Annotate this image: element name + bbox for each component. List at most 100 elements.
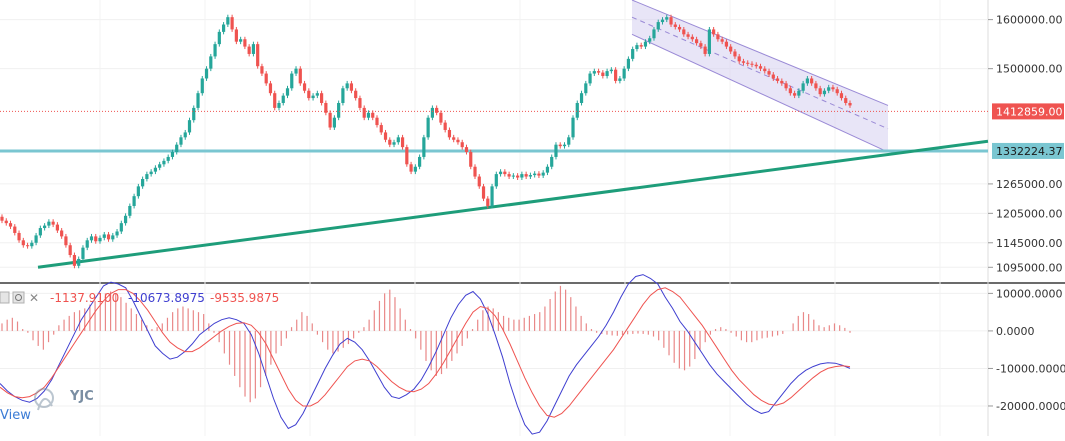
candle-body	[123, 215, 128, 224]
candle-body	[477, 176, 481, 187]
candle-body	[294, 68, 298, 74]
macd-legend: ✕ -1137.9100 -10673.8975 -9535.9875	[0, 291, 279, 305]
candle-body	[460, 142, 464, 148]
candle-body	[733, 51, 737, 57]
grid-lines	[0, 0, 988, 436]
candle-body	[179, 137, 183, 145]
candle-body	[405, 147, 409, 165]
candle-body	[720, 39, 724, 42]
candle-body	[281, 95, 285, 103]
candle-body	[77, 258, 81, 266]
macd-tick-label: -20000.0000	[996, 400, 1065, 413]
candle-body	[166, 156, 170, 161]
candle-body	[579, 93, 584, 103]
candle-body	[349, 83, 354, 91]
ascending-trendline	[37, 139, 989, 269]
candle-body	[810, 78, 814, 84]
candle-body	[409, 164, 413, 172]
candle-body	[43, 225, 47, 229]
candle-body	[750, 63, 754, 65]
candle-body	[648, 38, 652, 42]
candle-body	[341, 88, 345, 103]
candle-body	[827, 87, 831, 91]
candle-body	[430, 107, 434, 118]
candle-body	[302, 83, 307, 91]
candle-body	[503, 171, 507, 175]
candle-body	[562, 144, 567, 147]
legend-settings-icon[interactable]	[12, 291, 25, 304]
candle-body	[149, 171, 153, 175]
candle-body	[192, 107, 196, 121]
candles	[0, 14, 852, 269]
macd-tick-label: 0.0000	[996, 325, 1035, 338]
candle-body	[413, 166, 417, 172]
candle-body	[533, 173, 537, 176]
candle-body	[328, 112, 332, 128]
candle-body	[115, 231, 119, 236]
candle-body	[639, 45, 643, 47]
candle-body	[682, 29, 686, 35]
candle-body	[435, 107, 439, 113]
price-pane[interactable]	[0, 0, 988, 282]
macd-pane[interactable]	[0, 284, 988, 436]
candle-body	[68, 245, 72, 256]
candle-body	[716, 34, 720, 40]
candle-body	[724, 41, 729, 47]
candle-body	[784, 83, 788, 89]
macd-tick-label: 10000.0000	[996, 287, 1062, 300]
price-tick-label: 1265000.00	[996, 178, 1062, 191]
candle-body	[371, 112, 375, 118]
candle-body	[818, 88, 822, 95]
candle-body	[8, 223, 13, 227]
candle-body	[141, 179, 145, 187]
candle-body	[848, 102, 852, 106]
candle-body	[13, 226, 17, 233]
candle-body	[183, 132, 187, 138]
candle-body	[81, 247, 85, 259]
candle-body	[605, 71, 609, 77]
candle-body	[307, 90, 311, 99]
candle-body	[584, 83, 588, 94]
candle-body	[763, 68, 767, 72]
signal-line	[0, 287, 851, 418]
candle-body	[707, 29, 711, 54]
candle-body	[537, 173, 541, 176]
legend-hide-icon[interactable]	[0, 291, 10, 304]
candle-body	[354, 90, 358, 99]
last-price-badge	[992, 103, 1064, 120]
channel-lower-line	[631, 33, 889, 153]
candle-body	[622, 68, 626, 79]
candle-body	[132, 196, 136, 206]
candle-body	[814, 83, 818, 89]
candle-body	[106, 234, 111, 240]
candle-body	[277, 102, 281, 108]
candle-body	[98, 237, 102, 242]
candle-body	[332, 117, 336, 128]
price-tick-label: 1095000.00	[996, 261, 1062, 274]
candle-body	[494, 174, 498, 187]
legend-close-icon[interactable]: ✕	[29, 291, 39, 305]
candle-body	[567, 137, 571, 145]
candle-body	[21, 240, 25, 246]
candle-body	[660, 19, 665, 23]
candle-body	[94, 236, 98, 242]
level-price-label: 1332224.37	[996, 145, 1062, 158]
candle-body	[396, 137, 400, 143]
candle-body	[793, 93, 797, 96]
trendline[interactable]	[37, 139, 989, 269]
price-axis[interactable]: 1600000.00 1500000.00 1412859.00 1332224.37…	[988, 14, 1064, 275]
candle-body	[251, 44, 256, 54]
candle-body	[34, 235, 38, 243]
candle-body	[839, 93, 844, 99]
candle-body	[835, 89, 839, 94]
channel-upper-line	[631, 0, 889, 106]
level-badge	[992, 142, 1064, 159]
candle-body	[822, 90, 827, 95]
candle-body	[737, 56, 741, 62]
descending-channel[interactable]	[631, 0, 889, 153]
candle-body	[72, 255, 77, 266]
candle-body	[447, 129, 452, 138]
candle-body	[383, 132, 388, 140]
macd-axis[interactable]: 10000.0000 0.0000 -10000.0000 -20000.0000	[988, 287, 1065, 413]
